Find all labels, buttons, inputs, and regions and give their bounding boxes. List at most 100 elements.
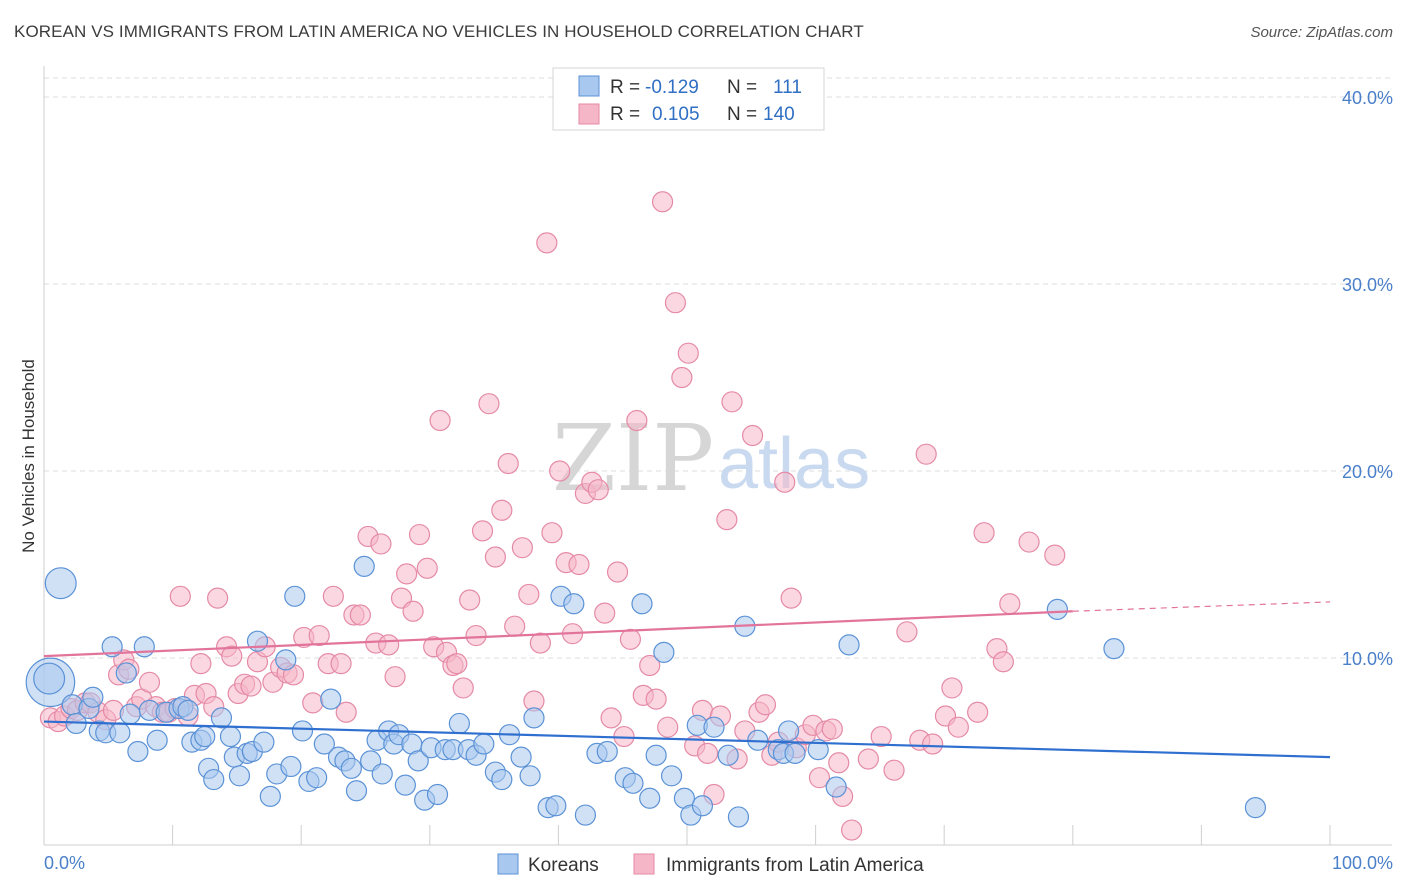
legend-n-label-1: N = <box>727 77 757 98</box>
data-point <box>857 748 879 770</box>
data-point <box>127 740 149 763</box>
data-point <box>340 757 362 779</box>
data-point <box>511 537 533 559</box>
data-point <box>717 744 739 766</box>
data-point <box>484 546 506 568</box>
data-point <box>345 780 368 802</box>
data-point <box>452 677 474 699</box>
data-point <box>841 819 863 841</box>
legend-n-value-2: 140 <box>763 104 795 125</box>
data-point <box>320 688 342 710</box>
data-point <box>947 716 969 738</box>
data-point <box>563 593 585 615</box>
data-point <box>429 409 451 432</box>
data-point <box>146 729 168 751</box>
data-point <box>253 731 275 753</box>
data-point <box>653 641 675 663</box>
data-point <box>518 583 540 606</box>
data-point <box>133 636 155 658</box>
x-tick-label-max: 100.0% <box>1332 853 1393 873</box>
x-tick-labels: 0.0% 100.0% <box>44 853 1393 873</box>
data-point <box>284 585 306 607</box>
data-point <box>828 752 850 774</box>
data-point <box>639 654 661 677</box>
data-point <box>639 787 661 809</box>
bottom-legend-label-latin-america: Immigrants from Latin America <box>666 855 924 876</box>
legend-r-label-1: R = <box>610 77 640 98</box>
data-point <box>473 733 495 755</box>
data-point <box>275 649 297 671</box>
data-point <box>651 191 674 213</box>
data-point <box>645 688 667 710</box>
data-point <box>402 600 424 622</box>
data-point <box>313 733 335 755</box>
data-point <box>691 795 714 817</box>
data-point <box>119 703 141 725</box>
y-tick-label: 20.0% <box>1342 462 1393 482</box>
data-point <box>992 651 1014 673</box>
data-point <box>967 701 989 723</box>
data-point <box>138 671 161 693</box>
data-point <box>349 604 371 626</box>
data-point <box>870 725 892 748</box>
data-point <box>660 765 683 787</box>
data-point <box>1244 796 1267 819</box>
data-point <box>207 587 229 609</box>
data-point <box>568 553 590 576</box>
data-point <box>396 563 418 585</box>
data-point <box>291 720 314 742</box>
data-point <box>541 522 563 544</box>
data-point <box>44 567 77 600</box>
trend-line-koreans <box>43 720 1331 759</box>
data-point <box>896 621 918 643</box>
data-point <box>523 707 545 729</box>
data-point <box>203 768 225 791</box>
legend-r-value-2: 0.105 <box>652 104 700 125</box>
data-point <box>322 585 344 607</box>
data-point <box>426 783 449 806</box>
data-point <box>302 692 324 714</box>
data-point <box>240 675 262 697</box>
data-point <box>619 628 642 650</box>
data-point <box>115 662 137 684</box>
data-point <box>459 589 481 611</box>
data-point <box>394 774 416 796</box>
data-point <box>536 232 558 254</box>
data-point <box>194 725 216 748</box>
data-point <box>821 718 843 740</box>
data-point <box>922 733 944 755</box>
data-point <box>221 645 243 667</box>
data-point <box>529 632 551 654</box>
bottom-legend-swatch-koreans <box>497 853 519 875</box>
data-point <box>219 725 242 748</box>
bottom-legend-swatch-latin-america <box>633 853 655 875</box>
bottom-legend-label-koreans: Koreans <box>528 855 599 876</box>
legend-swatch-latin-america <box>578 103 600 125</box>
data-point <box>727 806 750 828</box>
data-point <box>259 785 281 807</box>
data-point <box>574 804 597 826</box>
trend-lines <box>43 601 1331 759</box>
data-point <box>606 561 629 583</box>
data-point <box>407 750 429 772</box>
data-point <box>497 452 519 475</box>
data-point <box>600 707 622 729</box>
y-tick-label: 10.0% <box>1342 649 1393 669</box>
y-tick-label: 40.0% <box>1342 88 1393 108</box>
chart-source: Source: ZipAtlas.com <box>1250 24 1393 41</box>
data-point <box>973 522 995 544</box>
data-point <box>330 653 352 675</box>
data-point <box>177 699 199 721</box>
data-point <box>491 768 513 791</box>
data-point <box>883 759 905 781</box>
data-point <box>306 767 328 789</box>
data-point <box>228 765 251 787</box>
data-point <box>504 615 526 637</box>
data-point <box>519 765 541 787</box>
data-point <box>596 740 618 763</box>
data-point <box>210 707 233 729</box>
data-point <box>1018 531 1040 553</box>
data-point <box>408 523 431 546</box>
data-point <box>384 666 406 688</box>
